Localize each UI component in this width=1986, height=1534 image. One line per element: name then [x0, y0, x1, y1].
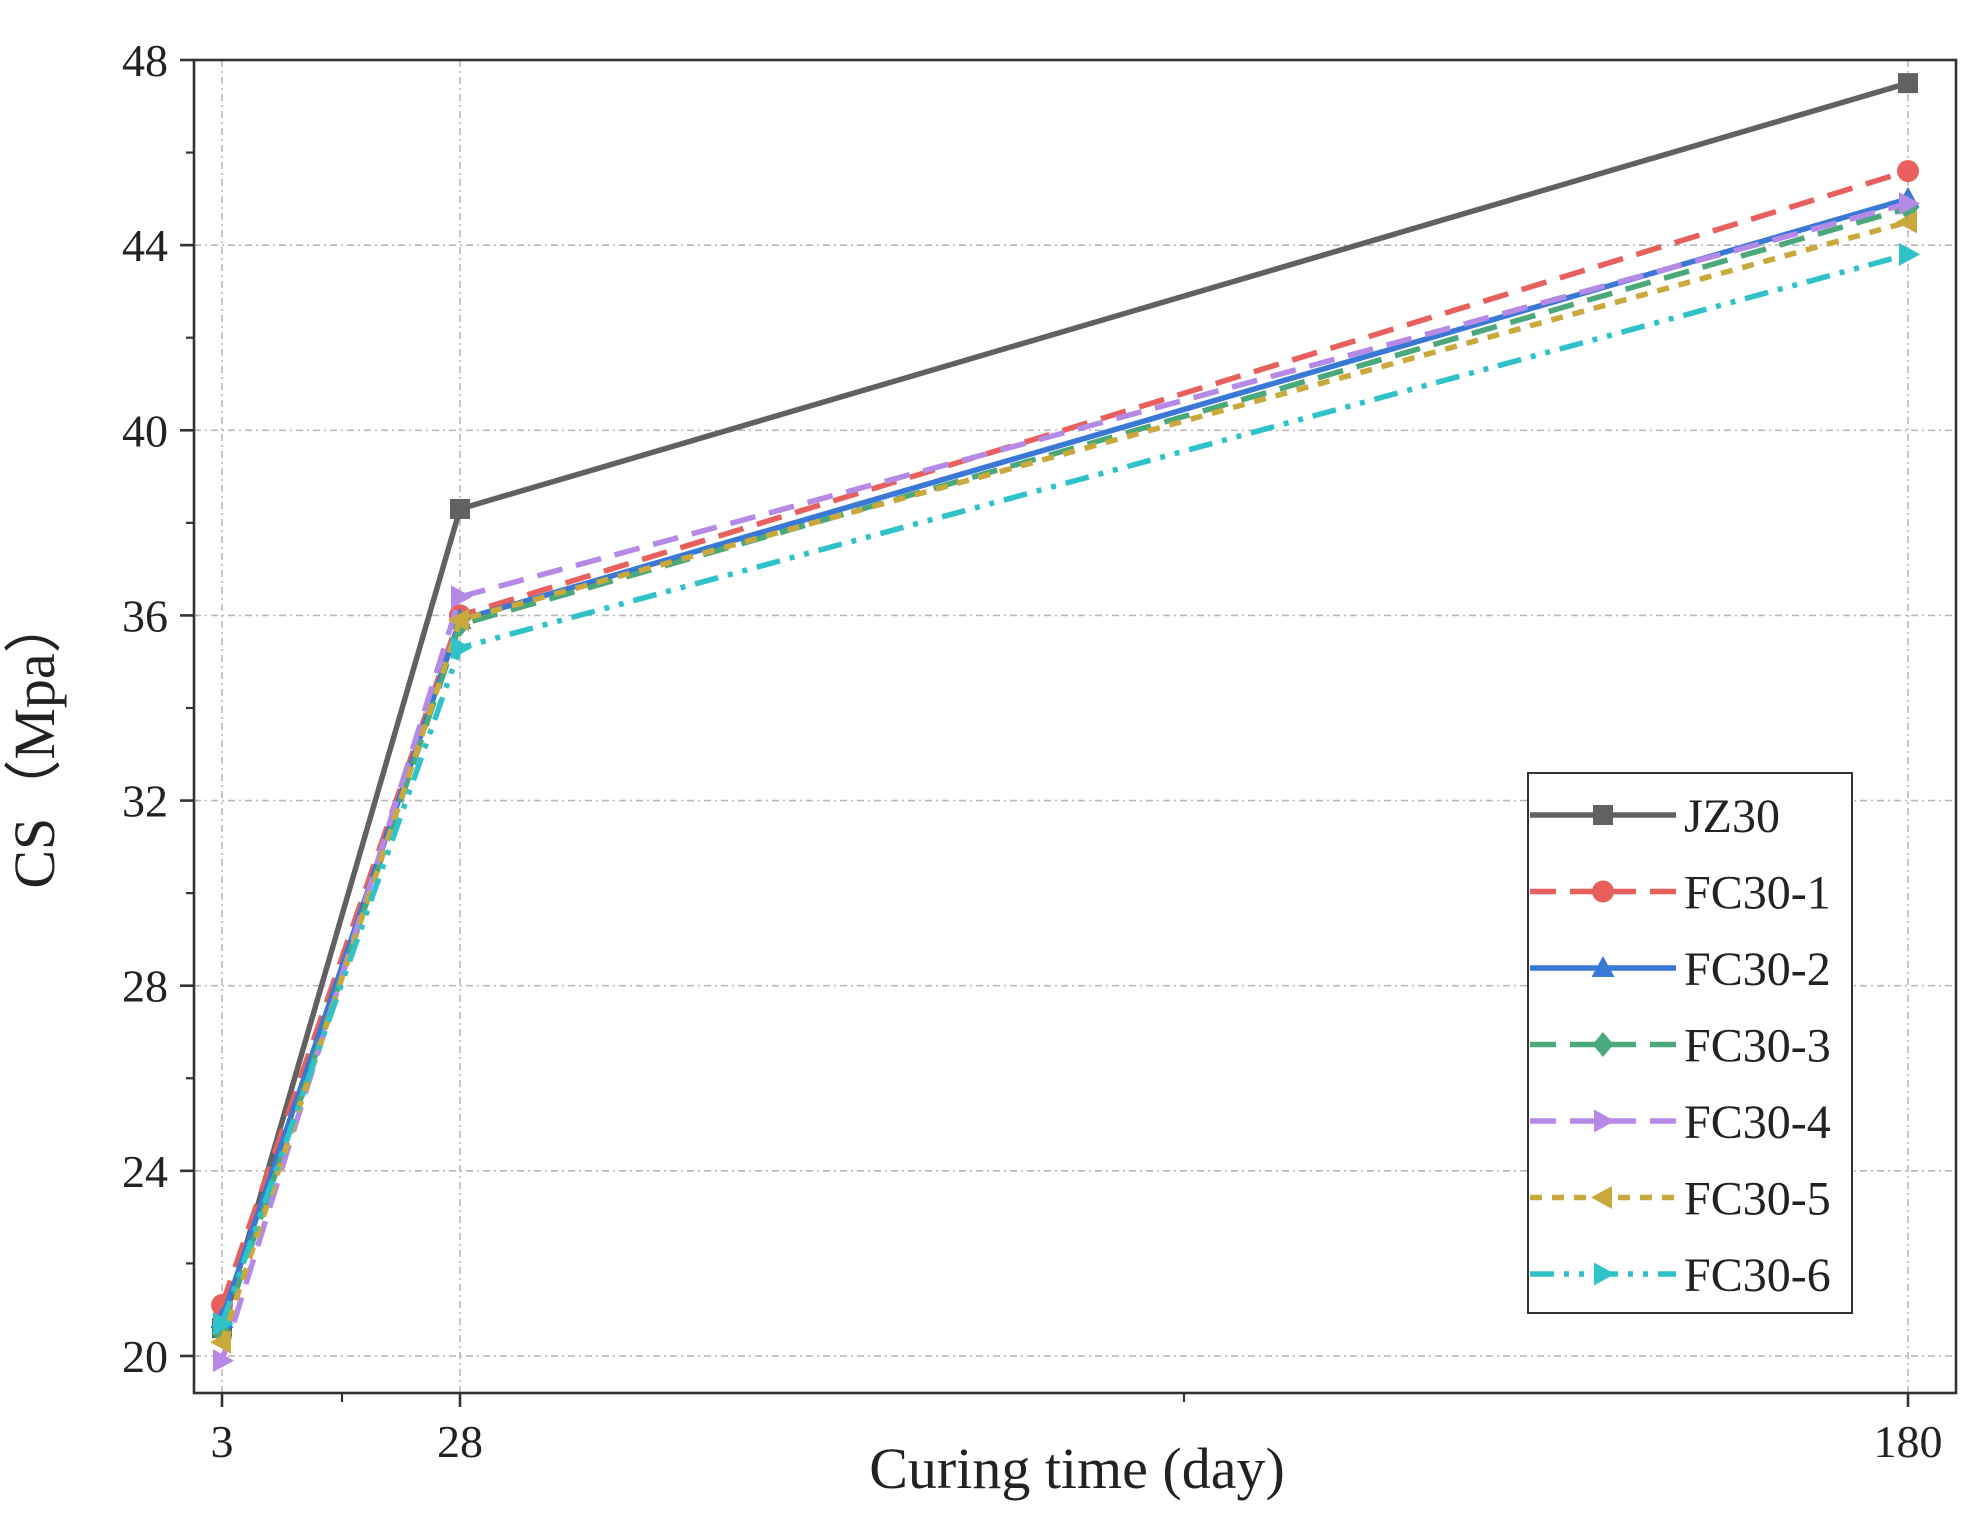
legend-label: FC30-1 — [1684, 867, 1831, 920]
x-tick-label: 180 — [1874, 1416, 1943, 1467]
legend-swatch-marker — [1591, 956, 1615, 977]
data-point-FC30-4 — [213, 1349, 234, 1373]
legend-label: JZ30 — [1684, 790, 1780, 843]
axes-layer: 20 24 28 32 36 40 44 48 3 28 180 — [122, 35, 1958, 1467]
y-tick-label: 24 — [122, 1146, 168, 1197]
plot-frame — [192, 58, 1958, 1395]
data-point-JZ30 — [450, 498, 470, 519]
legend-label: FC30-4 — [1684, 1096, 1831, 1149]
x-tick-label: 3 — [211, 1416, 234, 1467]
y-tick-label: 28 — [122, 961, 168, 1012]
data-point-FC30-6 — [451, 636, 472, 660]
data-point-FC30-6 — [213, 1312, 234, 1336]
x-axis-title: Curing time (day) — [869, 1436, 1285, 1501]
y-tick-label: 44 — [122, 220, 168, 271]
data-point-FC30-5 — [448, 608, 469, 632]
legend-label: FC30-3 — [1684, 1020, 1831, 1073]
x-tick-label: 28 — [437, 1416, 483, 1467]
data-point-JZ30 — [1898, 73, 1918, 94]
legend-swatch-marker — [1594, 1262, 1615, 1286]
y-tick-label: 40 — [122, 405, 168, 456]
data-point-FC30-4 — [1899, 191, 1920, 215]
legend-label: FC30-6 — [1684, 1249, 1831, 1302]
series-line-FC30-3 — [219, 205, 1909, 1334]
legend-swatch-marker — [1594, 1109, 1615, 1133]
legend-swatch-marker — [1591, 1186, 1612, 1209]
legend-label: FC30-5 — [1684, 1173, 1831, 1226]
y-tick-label: 20 — [122, 1331, 168, 1382]
data-point-FC30-1 — [1897, 160, 1919, 183]
legend-swatch-marker — [1592, 1032, 1614, 1057]
y-axis-title: CS（Mpa） — [2, 595, 67, 888]
legend-swatch-marker — [1593, 805, 1613, 825]
series-line-FC30-5 — [219, 219, 1909, 1343]
legend-label: FC30-2 — [1684, 943, 1831, 996]
data-point-FC30-5 — [210, 1330, 231, 1354]
legend: JZ30 FC30-1 FC30-2 FC30-3 FC30-4 FC30-5 FC30-6 — [1527, 772, 1853, 1314]
data-point-FC30-4 — [451, 585, 472, 609]
y-tick-label: 32 — [122, 776, 168, 827]
y-tick-label: 48 — [122, 35, 168, 86]
series-line-FC30-4 — [219, 200, 1909, 1362]
data-point-FC30-5 — [1896, 210, 1917, 234]
legend-swatch-marker — [1592, 880, 1614, 903]
data-point-FC30-6 — [1899, 242, 1920, 266]
y-tick-label: 36 — [122, 590, 168, 641]
series-layer — [210, 73, 1920, 1373]
